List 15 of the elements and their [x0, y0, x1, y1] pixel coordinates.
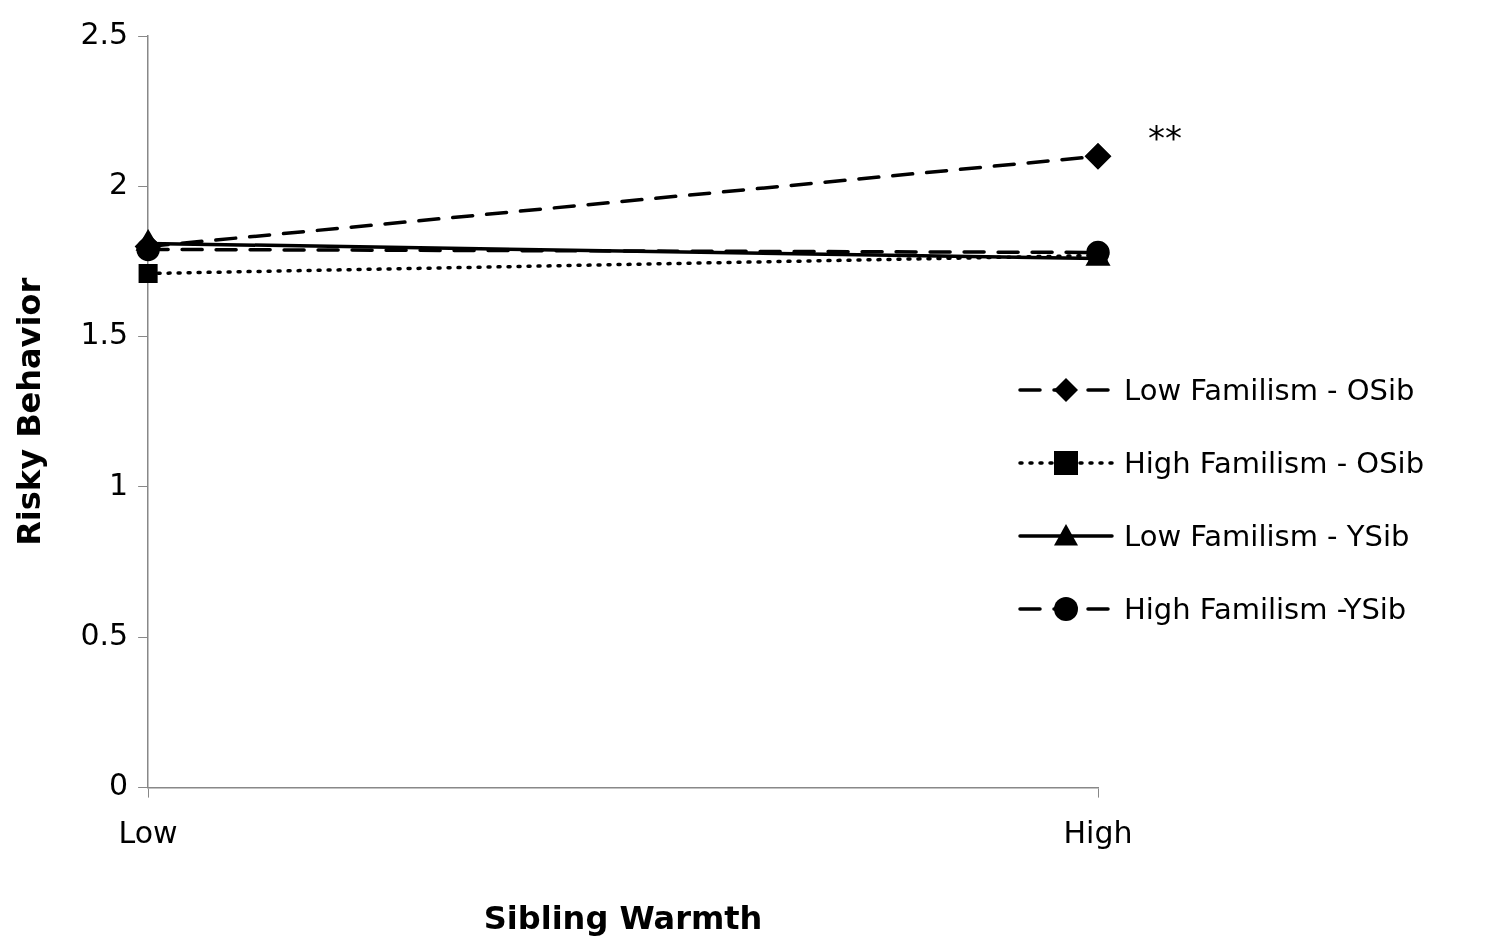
y-tick-label: 2.5	[80, 15, 129, 51]
y-tick-label: 0	[109, 767, 129, 803]
y-axis-title: Risky Behavior	[9, 277, 48, 546]
legend-label: Low Familism - YSib	[1124, 518, 1410, 553]
y-tick-label: 1.5	[80, 316, 129, 352]
legend-label: High Familism - OSib	[1124, 445, 1425, 480]
y-tick-label: 0.5	[80, 617, 129, 653]
y-tick-label: 2	[109, 166, 129, 202]
y-tick-label: 1	[109, 466, 129, 502]
x-axis-title: Sibling Warmth	[483, 899, 763, 938]
x-tick-label: Low	[118, 815, 178, 851]
annotation: **	[1148, 117, 1182, 158]
legend-label: High Familism -YSib	[1124, 591, 1407, 626]
x-tick-label: High	[1063, 815, 1133, 851]
legend-label: Low Familism - OSib	[1124, 372, 1415, 407]
